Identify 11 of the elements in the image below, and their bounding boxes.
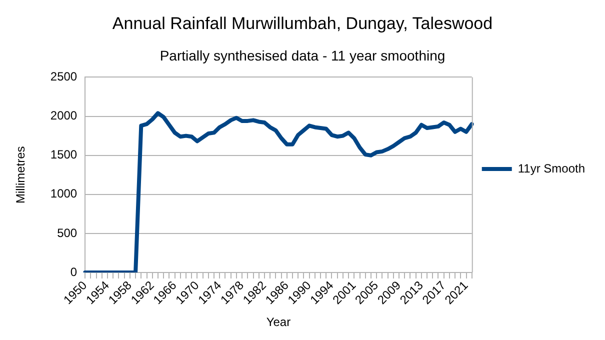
y-tick-label: 2000 bbox=[50, 108, 78, 123]
y-tick-label: 1500 bbox=[50, 148, 78, 162]
y-axis-title: Millimetres bbox=[14, 146, 28, 204]
y-tick-label: 2500 bbox=[50, 70, 78, 84]
x-axis-title: Year bbox=[266, 315, 291, 330]
legend-label: 11yr Smooth bbox=[518, 161, 586, 176]
y-tick-label: 500 bbox=[57, 226, 78, 240]
chart-subtitle: Partially synthesised data - 11 year smoothing bbox=[160, 48, 446, 64]
chart-title: Annual Rainfall Murwillumbah, Dungay, Taleswood bbox=[112, 14, 493, 33]
y-tick-label: 0 bbox=[70, 264, 78, 279]
y-tick-label: 1000 bbox=[50, 186, 78, 201]
